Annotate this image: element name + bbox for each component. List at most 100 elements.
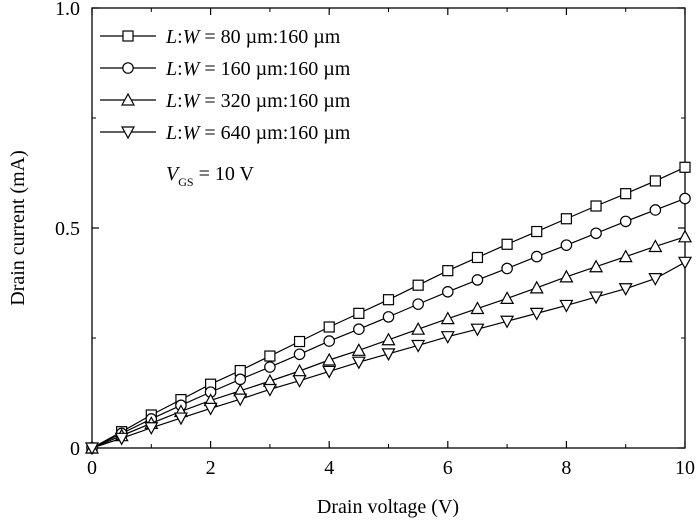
data-point [323, 321, 335, 333]
data-point [322, 365, 337, 379]
data-point [264, 361, 276, 373]
legend-w: W [183, 58, 202, 80]
data-point [648, 273, 663, 286]
data-point [590, 200, 602, 212]
data-point [233, 393, 248, 407]
legend-rest: = 640 µm:160 µm [199, 122, 350, 144]
data-point [293, 335, 306, 348]
vgs-symbol: V [166, 163, 181, 185]
data-point [323, 335, 335, 347]
data-point [471, 251, 484, 264]
legend-sep: : [177, 90, 183, 112]
data-point [114, 432, 129, 446]
data-point [559, 269, 574, 283]
data-point [471, 274, 484, 286]
data-point [560, 213, 573, 225]
data-point [234, 373, 247, 386]
data-point [293, 348, 306, 361]
data-point [531, 225, 543, 238]
data-point [470, 301, 485, 315]
data-point [649, 175, 661, 187]
data-point [381, 332, 396, 346]
data-point [351, 343, 366, 356]
data-point [559, 299, 574, 313]
legend-marker [122, 30, 134, 42]
data-point [382, 294, 395, 306]
data-point [144, 422, 159, 436]
data-point [292, 363, 307, 377]
legend-label: L:W = 80 µm:160 µm [165, 26, 341, 48]
data-point [382, 311, 395, 323]
legend-l: L [165, 90, 177, 112]
x-tick-label: 0 [87, 457, 97, 479]
legend-rest: = 80 µm:160 µm [199, 26, 340, 48]
legend-sep: : [177, 58, 183, 80]
x-tick-label: 2 [206, 457, 216, 479]
legend-label: L:W = 640 µm:160 µm [165, 122, 351, 144]
x-tick-label: 6 [443, 457, 453, 479]
data-point [440, 331, 455, 344]
data-point [619, 215, 632, 228]
data-point [500, 315, 515, 329]
legend-w: W [183, 26, 202, 48]
legend-item: L:W = 80 µm:160 µm [100, 26, 341, 48]
legend-w: W [183, 90, 202, 112]
legend-rest: = 160 µm:160 µm [199, 58, 350, 80]
y-tick-label: 1.0 [55, 0, 80, 20]
data-point [649, 204, 662, 216]
legend-item: L:W = 160 µm:160 µm [100, 58, 351, 80]
data-point [264, 350, 276, 362]
legend: L:W = 80 µm:160 µmL:W = 160 µm:160 µmL:W… [100, 26, 351, 144]
y-tick-label: 0.5 [55, 218, 80, 240]
legend-rest: = 320 µm:160 µm [199, 90, 350, 112]
y-axis-title: Drain current (mA) [7, 150, 29, 306]
legend-l: L [165, 122, 177, 144]
x-tick-label: 8 [561, 457, 571, 479]
data-point [441, 285, 454, 298]
data-point [618, 249, 633, 263]
data-point [262, 383, 277, 397]
legend-marker [120, 92, 136, 106]
data-point [677, 229, 693, 243]
data-point [353, 307, 365, 319]
legend-marker [120, 126, 136, 140]
data-point [590, 227, 602, 240]
legend-l: L [165, 58, 177, 80]
y-tick-label: 0 [70, 438, 80, 460]
data-point [679, 161, 691, 173]
legend-w: W [183, 122, 202, 144]
data-point [530, 250, 543, 263]
data-point [529, 307, 544, 321]
data-point [412, 298, 424, 310]
data-point [353, 323, 365, 335]
legend-l: L [165, 26, 177, 48]
series-4 [84, 256, 693, 456]
data-point [620, 188, 632, 200]
data-point [203, 402, 218, 416]
vgs-annotation: VGS = 10 V [166, 163, 254, 189]
x-tick-label: 4 [324, 457, 334, 479]
data-point [322, 352, 337, 366]
legend-label: L:W = 160 µm:160 µm [165, 58, 351, 80]
data-point [84, 442, 100, 456]
data-point [560, 239, 573, 251]
x-axis-title: Drain voltage (V) [317, 496, 459, 518]
data-point [618, 283, 633, 296]
x-tick-label: 10 [675, 457, 695, 479]
series-group [84, 161, 693, 456]
tick-labels: 0 2 4 6 8 10 0 0.5 1.0 [55, 0, 695, 479]
data-point [173, 412, 188, 426]
legend-item: L:W = 640 µm:160 µm [100, 122, 351, 144]
data-point [440, 311, 455, 325]
axis-ticks [91, 7, 686, 449]
legend-sep: : [177, 26, 183, 48]
data-point [501, 238, 513, 250]
legend-label: L:W = 320 µm:160 µm [165, 90, 351, 112]
data-point [589, 259, 604, 273]
vgs-value: = 10 V [194, 163, 255, 185]
data-point [529, 280, 544, 294]
data-point [442, 265, 454, 277]
data-point [679, 192, 691, 205]
data-point [381, 348, 396, 362]
